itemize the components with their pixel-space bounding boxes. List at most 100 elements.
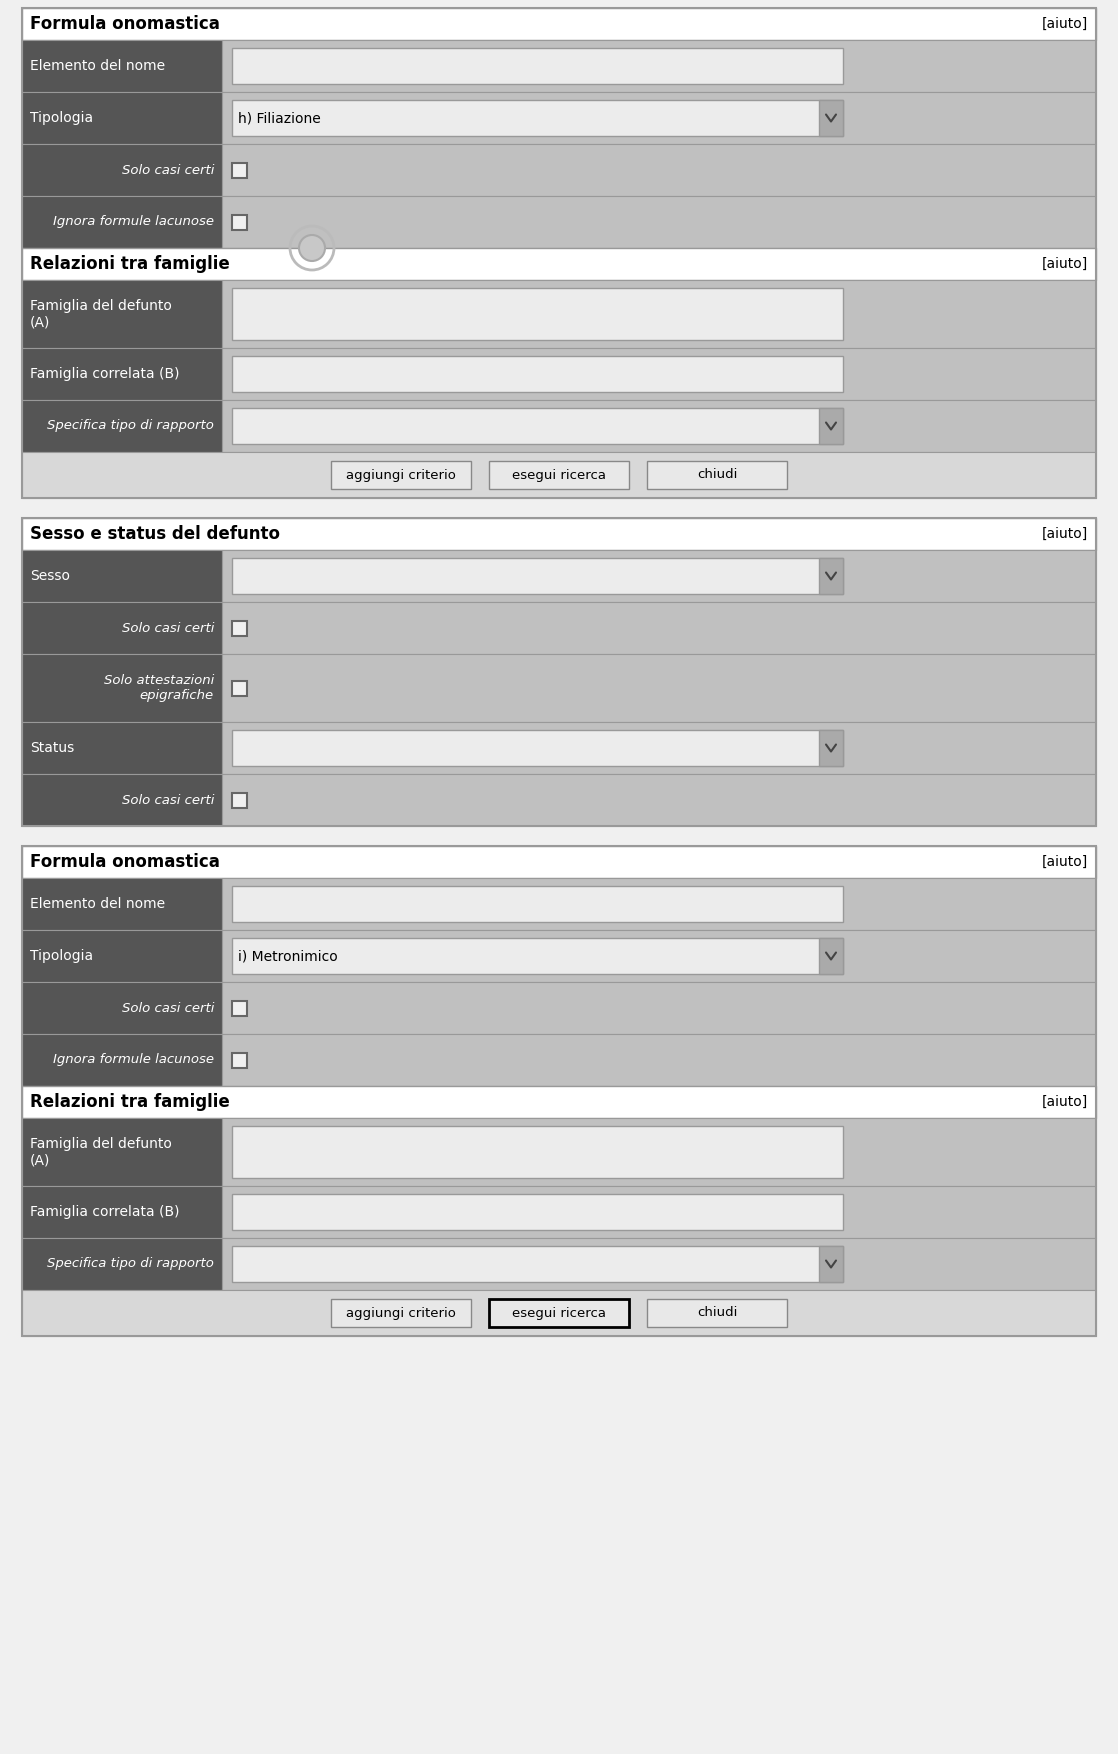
Bar <box>233 886 843 923</box>
Text: esegui ricerca: esegui ricerca <box>512 468 606 482</box>
Text: Ignora formule lacunose: Ignora formule lacunose <box>53 216 214 228</box>
Bar <box>222 774 1096 826</box>
Text: Tipologia: Tipologia <box>30 111 93 125</box>
Bar <box>22 1117 222 1186</box>
Bar <box>222 347 1096 400</box>
Bar <box>233 1126 843 1179</box>
Bar <box>233 356 843 391</box>
Circle shape <box>299 235 325 261</box>
Bar <box>233 1194 843 1230</box>
Bar <box>22 930 222 982</box>
Bar <box>819 409 843 444</box>
Text: Sesso e status del defunto: Sesso e status del defunto <box>30 524 280 544</box>
Bar <box>331 461 471 489</box>
Text: Famiglia del defunto
(A): Famiglia del defunto (A) <box>30 1137 172 1166</box>
Bar <box>22 654 222 723</box>
Text: h) Filiazione: h) Filiazione <box>238 111 321 125</box>
Bar <box>647 461 787 489</box>
Bar <box>233 1245 843 1282</box>
Bar <box>489 1300 629 1328</box>
Bar <box>222 40 1096 91</box>
Bar <box>22 845 1096 1337</box>
Bar <box>22 1035 222 1086</box>
Bar <box>489 461 629 489</box>
Bar <box>233 681 247 696</box>
Bar <box>22 453 1096 498</box>
Bar <box>22 1289 1096 1337</box>
Bar <box>222 1117 1096 1186</box>
Bar <box>222 196 1096 247</box>
Bar <box>222 982 1096 1035</box>
Bar <box>22 247 1096 281</box>
Text: Solo casi certi: Solo casi certi <box>122 1002 214 1014</box>
Text: Famiglia correlata (B): Famiglia correlata (B) <box>30 1205 180 1219</box>
Bar <box>233 163 247 177</box>
Bar <box>222 602 1096 654</box>
Bar <box>222 144 1096 196</box>
Text: i) Metronimico: i) Metronimico <box>238 949 338 963</box>
Text: Ignora formule lacunose: Ignora formule lacunose <box>53 1054 214 1066</box>
Text: Specifica tipo di rapporto: Specifica tipo di rapporto <box>47 419 214 433</box>
Bar <box>233 1000 247 1016</box>
Text: aggiungi criterio: aggiungi criterio <box>347 468 456 482</box>
Bar <box>22 9 1096 40</box>
Bar <box>233 1052 247 1068</box>
Bar <box>233 621 247 635</box>
Bar <box>222 654 1096 723</box>
Bar <box>22 1086 1096 1117</box>
Text: Solo casi certi: Solo casi certi <box>122 163 214 177</box>
Text: chiudi: chiudi <box>697 1307 737 1319</box>
Bar <box>647 1300 787 1328</box>
Bar <box>22 9 1096 498</box>
Bar <box>233 938 843 973</box>
Bar <box>222 1186 1096 1238</box>
Bar <box>331 1300 471 1328</box>
Bar <box>22 879 222 930</box>
Bar <box>22 517 1096 551</box>
Bar <box>819 558 843 595</box>
Bar <box>22 517 1096 826</box>
Text: Relazioni tra famiglie: Relazioni tra famiglie <box>30 254 230 274</box>
Text: Formula onomastica: Formula onomastica <box>30 16 220 33</box>
Text: [aiuto]: [aiuto] <box>1042 258 1088 272</box>
Text: [aiuto]: [aiuto] <box>1042 854 1088 868</box>
Text: Formula onomastica: Formula onomastica <box>30 852 220 872</box>
Text: Tipologia: Tipologia <box>30 949 93 963</box>
Text: aggiungi criterio: aggiungi criterio <box>347 1307 456 1319</box>
Bar <box>22 1186 222 1238</box>
Bar <box>233 558 843 595</box>
Bar <box>222 879 1096 930</box>
Bar <box>22 774 222 826</box>
Text: Solo attestazioni
epigrafiche: Solo attestazioni epigrafiche <box>104 674 214 702</box>
Bar <box>222 1238 1096 1289</box>
Bar <box>22 1238 222 1289</box>
Text: Solo casi certi: Solo casi certi <box>122 621 214 635</box>
Bar <box>22 91 222 144</box>
Bar <box>819 100 843 137</box>
Text: Famiglia del defunto
(A): Famiglia del defunto (A) <box>30 298 172 330</box>
Bar <box>819 730 843 766</box>
Bar <box>22 400 222 453</box>
Bar <box>233 409 843 444</box>
Bar <box>233 730 843 766</box>
Bar <box>22 602 222 654</box>
Text: Elemento del nome: Elemento del nome <box>30 60 165 74</box>
Bar <box>819 938 843 973</box>
Bar <box>233 214 247 230</box>
Bar <box>22 845 1096 879</box>
Bar <box>22 347 222 400</box>
Text: Famiglia correlata (B): Famiglia correlata (B) <box>30 367 180 381</box>
Bar <box>222 723 1096 774</box>
Bar <box>233 47 843 84</box>
Text: Specifica tipo di rapporto: Specifica tipo di rapporto <box>47 1258 214 1270</box>
Bar <box>222 281 1096 347</box>
Bar <box>22 144 222 196</box>
Text: Elemento del nome: Elemento del nome <box>30 896 165 910</box>
Text: [aiuto]: [aiuto] <box>1042 1094 1088 1109</box>
Bar <box>233 793 247 807</box>
Bar <box>819 1245 843 1282</box>
Text: chiudi: chiudi <box>697 468 737 482</box>
Bar <box>233 100 843 137</box>
Bar <box>222 1035 1096 1086</box>
Text: [aiuto]: [aiuto] <box>1042 18 1088 32</box>
